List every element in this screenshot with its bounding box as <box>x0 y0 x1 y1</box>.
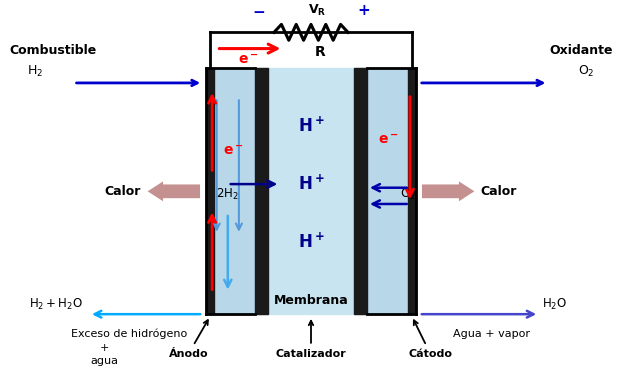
Text: $\mathbf{e^-}$: $\mathbf{e^-}$ <box>238 53 259 67</box>
Text: $\mathbf{H^+}$: $\mathbf{H^+}$ <box>297 117 325 136</box>
Text: $\rm H_2$: $\rm H_2$ <box>27 64 44 79</box>
Text: Combustible: Combustible <box>9 44 96 57</box>
Text: $\bf{+}$: $\bf{+}$ <box>357 3 370 18</box>
FancyArrow shape <box>422 181 475 201</box>
Text: $\mathbf{e^-}$: $\mathbf{e^-}$ <box>223 144 244 159</box>
Bar <box>255 68 269 314</box>
Text: $\rm O_2$: $\rm O_2$ <box>578 64 595 79</box>
Text: $\bf{-}$: $\bf{-}$ <box>252 3 265 18</box>
Text: Cátodo: Cátodo <box>408 320 452 359</box>
Text: $\mathbf{e^-}$: $\mathbf{e^-}$ <box>378 134 399 148</box>
Text: agua: agua <box>90 356 119 366</box>
Text: +: + <box>100 343 109 353</box>
Text: $\mathbf{H^+}$: $\mathbf{H^+}$ <box>297 175 325 194</box>
Text: Calor: Calor <box>104 185 141 198</box>
Text: Exceso de hidrógeno: Exceso de hidrógeno <box>70 329 187 339</box>
Text: $\rm 2H_2$: $\rm 2H_2$ <box>216 188 239 202</box>
Text: $\rm H_2+H_2O$: $\rm H_2+H_2O$ <box>29 297 83 312</box>
Bar <box>353 68 367 314</box>
FancyArrow shape <box>147 181 200 201</box>
Text: Oxidante: Oxidante <box>550 44 613 57</box>
Bar <box>207 68 215 314</box>
Text: $\rm H_2O$: $\rm H_2O$ <box>542 297 567 312</box>
Bar <box>360 68 415 314</box>
Bar <box>207 68 262 314</box>
Text: $\rm O_2$: $\rm O_2$ <box>401 188 417 202</box>
Text: Calor: Calor <box>481 185 518 198</box>
Text: R: R <box>315 45 326 59</box>
Bar <box>262 68 360 314</box>
Text: Ánodo: Ánodo <box>169 320 208 359</box>
Bar <box>407 68 415 314</box>
Text: Agua + vapor: Agua + vapor <box>453 329 530 338</box>
Text: $\mathbf{V_R}$: $\mathbf{V_R}$ <box>308 3 327 18</box>
Text: Membrana: Membrana <box>274 294 348 307</box>
Text: $\mathbf{H^+}$: $\mathbf{H^+}$ <box>297 232 325 252</box>
Text: Catalizador: Catalizador <box>276 321 346 359</box>
